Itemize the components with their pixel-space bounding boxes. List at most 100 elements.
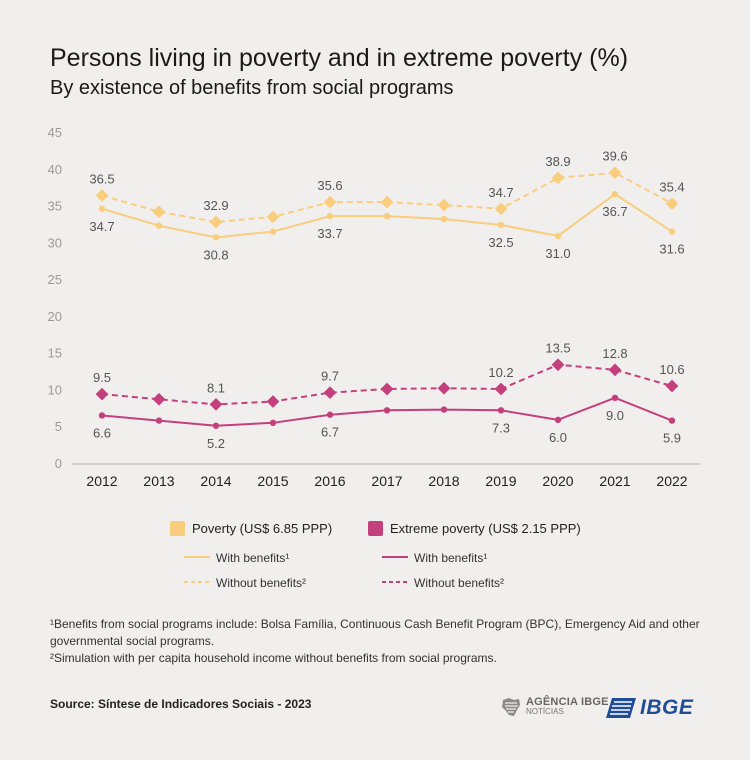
legend-group-label: Poverty (US$ 6.85 PPP) (192, 521, 332, 536)
data-point (551, 358, 565, 372)
data-label: 31.6 (659, 242, 684, 257)
chart-title: Persons living in poverty and in extreme… (50, 44, 629, 72)
footnote-2: ²Simulation with per capita household in… (50, 651, 497, 665)
data-label: 31.0 (545, 246, 570, 261)
data-point (494, 202, 508, 216)
data-point (608, 166, 622, 180)
data-point (266, 395, 280, 408)
x-tick-label: 2020 (542, 473, 573, 489)
data-label: 10.6 (659, 362, 684, 377)
data-point (551, 171, 565, 185)
x-tick-label: 2021 (599, 473, 630, 489)
data-label: 12.8 (602, 346, 627, 361)
data-point (326, 411, 334, 418)
data-point (440, 406, 448, 413)
data-point (437, 198, 451, 212)
data-label: 10.2 (488, 365, 513, 380)
data-point (668, 417, 676, 424)
x-tick-label: 2016 (314, 473, 345, 489)
data-label: 7.3 (492, 420, 510, 435)
x-tick-label: 2022 (656, 473, 687, 489)
data-point (95, 387, 109, 401)
legend: Poverty (US$ 6.85 PPP) With benefits¹ With… (170, 521, 581, 590)
data-label: 38.9 (545, 154, 570, 169)
data-point (209, 398, 223, 411)
data-point (152, 392, 166, 406)
agencia-map-icon (502, 698, 520, 716)
data-label: 34.7 (89, 219, 114, 234)
source-note: Source: Síntese de Indicadores Sociais -… (50, 697, 312, 711)
agencia-logo-line1: AGÊNCIA IBGE (526, 696, 609, 708)
data-point (554, 416, 562, 424)
data-point (98, 412, 106, 419)
data-point (212, 234, 220, 241)
data-label: 9.5 (93, 370, 111, 385)
data-point (212, 422, 220, 429)
x-tick-label: 2013 (143, 473, 174, 489)
data-point (497, 407, 505, 414)
data-point (668, 228, 676, 235)
data-point (380, 382, 394, 396)
data-label: 32.9 (203, 198, 228, 213)
data-label: 32.5 (488, 235, 513, 250)
data-point (323, 195, 337, 209)
data-point (209, 215, 223, 229)
data-label: 13.5 (545, 341, 570, 356)
x-axis: 2012 2013 2014 2015 2016 2017 2018 2019 2020 2021… (72, 463, 700, 489)
data-label: 6.0 (549, 430, 567, 445)
data-point (665, 379, 679, 393)
data-point (554, 232, 562, 240)
data-point (437, 381, 451, 395)
legend-swatch-0 (170, 521, 185, 536)
data-label: 35.6 (317, 178, 342, 193)
data-point (98, 205, 106, 212)
x-tick-label: 2019 (485, 473, 516, 489)
y-tick-label: 5 (55, 419, 62, 434)
y-tick-label: 10 (48, 382, 62, 397)
x-tick-label: 2017 (371, 473, 402, 489)
legend-swatch-1 (368, 521, 383, 536)
data-point (266, 210, 280, 224)
ibge-logo: IBGE (606, 696, 693, 720)
y-tick-label: 35 (48, 199, 62, 214)
data-point (497, 221, 505, 229)
y-tick-label: 25 (48, 272, 62, 287)
data-point (155, 417, 163, 424)
data-label: 8.1 (207, 380, 225, 395)
data-label: 30.8 (203, 247, 228, 262)
legend-item-label: Without benefits² (216, 576, 306, 590)
chart-subtitle: By existence of benefits from social pro… (50, 77, 454, 99)
data-label: 36.7 (602, 204, 627, 219)
legend-item-label: With benefits¹ (414, 551, 487, 565)
legend-item-label: With benefits¹ (216, 551, 289, 565)
legend-group-label: Extreme poverty (US$ 2.15 PPP) (390, 521, 581, 536)
data-point (494, 382, 508, 396)
x-tick-label: 2015 (257, 473, 288, 489)
y-tick-label: 0 (55, 456, 62, 471)
data-point (152, 205, 166, 219)
y-tick-label: 45 (48, 125, 62, 140)
data-point (326, 212, 334, 220)
data-labels: 34.7 30.8 33.7 32.5 31.0 36.7 31.6 36.5 32.9 35.6… (89, 149, 684, 451)
y-tick-label: 15 (48, 346, 62, 361)
data-point (440, 215, 448, 223)
data-point (383, 407, 391, 414)
data-point (155, 222, 163, 229)
data-label: 9.0 (606, 408, 624, 423)
data-label: 9.7 (321, 369, 339, 384)
series-line-3 (101, 363, 673, 406)
data-point (380, 195, 394, 209)
data-label: 5.9 (663, 431, 681, 446)
data-point (269, 419, 277, 427)
data-point (611, 394, 619, 401)
data-label: 39.6 (602, 149, 627, 164)
y-tick-label: 20 (48, 309, 62, 324)
x-tick-label: 2014 (200, 473, 231, 489)
data-label: 6.7 (321, 425, 339, 440)
data-point (611, 190, 619, 198)
data-point (383, 212, 391, 220)
data-point (665, 197, 679, 210)
data-point (608, 363, 622, 377)
ibge-emblem-icon (606, 698, 636, 718)
